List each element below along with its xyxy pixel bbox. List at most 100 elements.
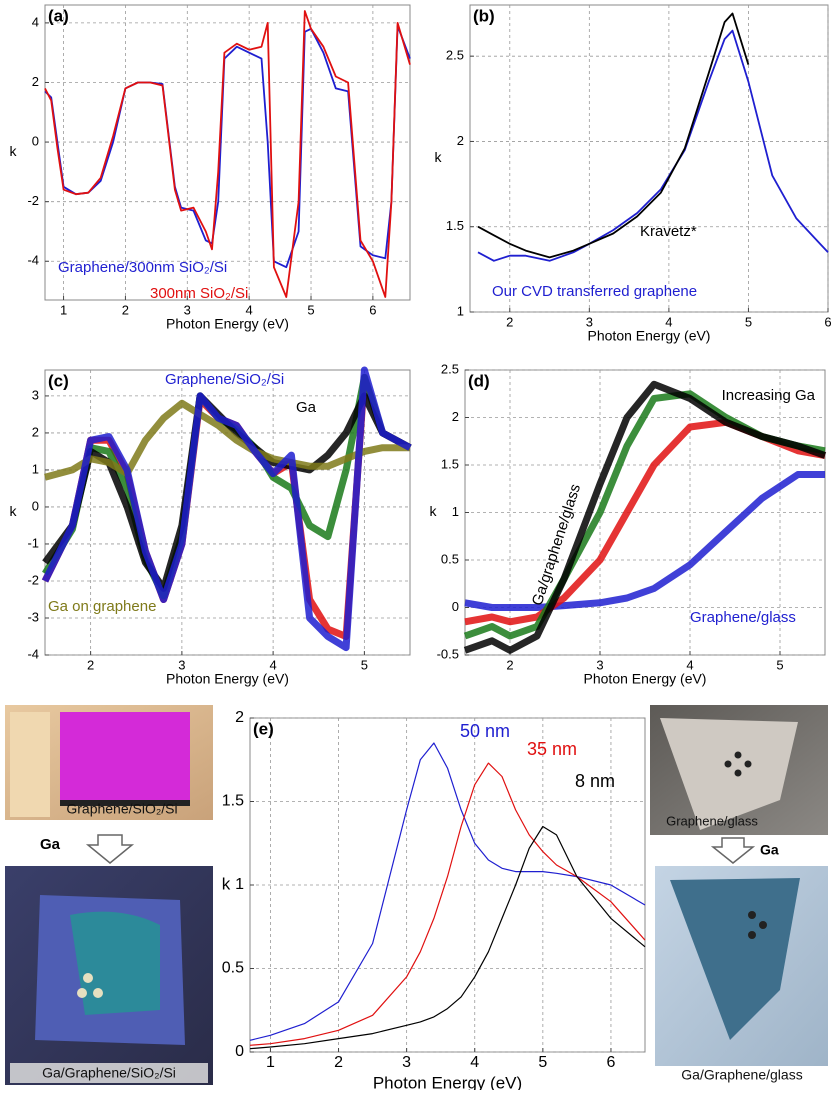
y-tick-label: 2 (457, 133, 464, 148)
y-axis-label: k (222, 874, 231, 893)
annotation: Ga (296, 399, 317, 416)
y-tick-label: -2 (27, 572, 39, 587)
x-tick-label: 3 (178, 657, 185, 672)
photo-top-left: Graphene/SiO₂/Si (5, 705, 213, 820)
y-tick-label: 1 (457, 303, 464, 318)
panel-label: (b) (473, 6, 495, 25)
panel-label: (a) (48, 6, 69, 25)
x-axis-label: Photon Energy (eV) (588, 328, 711, 344)
x-tick-label: 5 (538, 1054, 547, 1071)
annotation: Increasing Ga (722, 387, 816, 404)
x-tick-label: 3 (596, 657, 603, 672)
y-tick-label: 1 (235, 876, 244, 893)
photo-label: Graphene/SiO₂/Si (66, 801, 177, 817)
photo-arrow-right: Ga (710, 837, 779, 864)
x-tick-label: 6 (824, 314, 831, 329)
x-tick-label: 2 (122, 302, 129, 317)
photo-arrow-left: Ga (40, 834, 135, 864)
x-axis-label: Photon Energy (eV) (166, 316, 289, 332)
x-axis-label: Photon Energy (eV) (166, 671, 289, 687)
y-tick-label: 1.5 (446, 218, 464, 233)
x-tick-label: 1 (60, 302, 67, 317)
series-label: 8 nm (575, 771, 615, 791)
data-line (477, 29, 829, 262)
photo-bottom-left: Ga/Graphene/SiO₂/Si (5, 866, 213, 1085)
x-tick-label: 4 (470, 1054, 479, 1071)
x-tick-label: 3 (586, 314, 593, 329)
x-tick-label: 3 (402, 1054, 411, 1071)
data-line (249, 825, 646, 1050)
y-tick-label: 2 (32, 74, 39, 89)
x-tick-label: 6 (606, 1054, 615, 1071)
data-line (44, 399, 410, 481)
x-tick-label: 5 (745, 314, 752, 329)
y-tick-label: -2 (27, 193, 39, 208)
annotation: Ga on graphene (48, 598, 156, 615)
y-tick-label: 0.5 (222, 960, 244, 977)
y-tick-label: 1.5 (222, 793, 244, 810)
data-line (41, 366, 412, 652)
series-label: 35 nm (527, 739, 577, 759)
data-line (44, 10, 411, 298)
y-tick-label: 4 (32, 14, 39, 29)
arrow-label: Ga (760, 842, 779, 858)
series-label: 50 nm (460, 721, 510, 741)
photo-label: Graphene/glass (666, 813, 758, 828)
data-line (249, 762, 646, 1046)
arrow-label: Ga (40, 836, 61, 853)
x-tick-label: 6 (369, 302, 376, 317)
annotation: Graphene/glass (690, 609, 796, 626)
y-axis-label: k (10, 503, 18, 519)
y-tick-label: 0 (452, 599, 459, 614)
y-tick-label: 0 (32, 134, 39, 149)
y-tick-label: 1 (32, 461, 39, 476)
x-tick-label: 4 (665, 314, 672, 329)
y-tick-label: 2 (452, 409, 459, 424)
y-tick-label: -4 (27, 253, 39, 268)
y-tick-label: -4 (27, 646, 39, 661)
x-tick-label: 5 (307, 302, 314, 317)
panel-label: (d) (468, 371, 490, 390)
x-tick-label: 5 (361, 657, 368, 672)
y-tick-label: 2.5 (441, 361, 459, 376)
panel-label: (e) (253, 719, 274, 738)
y-tick-label: 3 (32, 387, 39, 402)
photo-label: Ga/Graphene/glass (681, 1067, 802, 1083)
y-axis-label: k (430, 503, 438, 519)
annotation: Graphene/SiO₂/Si (165, 371, 284, 388)
y-tick-label: -0.5 (437, 646, 459, 661)
x-tick-label: 2 (87, 657, 94, 672)
data-line (249, 742, 646, 1041)
y-tick-label: -1 (27, 535, 39, 550)
data-line (477, 12, 750, 259)
series-label: Graphene/300nm SiO₂/Si (58, 259, 227, 276)
x-tick-label: 2 (334, 1054, 343, 1071)
x-tick-label: 2 (506, 657, 513, 672)
y-tick-label: 2 (235, 709, 244, 726)
x-axis-label: Photon Energy (eV) (584, 671, 707, 687)
x-tick-label: 2 (506, 314, 513, 329)
y-tick-label: 1 (452, 504, 459, 519)
series-label: Kravetz* (640, 223, 697, 240)
x-tick-label: 4 (686, 657, 693, 672)
plot-area (469, 4, 829, 313)
series-label: 300nm SiO₂/Si (150, 285, 248, 302)
series-label: Our CVD transferred graphene (492, 283, 697, 300)
data-line (464, 471, 825, 611)
x-tick-label: 4 (246, 302, 253, 317)
plot-area (44, 4, 411, 301)
plot-area (249, 717, 646, 1053)
y-tick-label: 2.5 (446, 48, 464, 63)
x-tick-label: 3 (184, 302, 191, 317)
y-axis-label: k (435, 149, 443, 165)
x-tick-label: 5 (776, 657, 783, 672)
y-tick-label: 1.5 (441, 456, 459, 471)
y-tick-label: 0.5 (441, 551, 459, 566)
x-tick-label: 1 (266, 1054, 275, 1071)
photo-bottom-right: Ga/Graphene/glass (655, 866, 828, 1083)
panel-label: (c) (48, 371, 69, 390)
y-tick-label: 2 (32, 424, 39, 439)
x-axis-label: Photon Energy (eV) (373, 1073, 522, 1090)
y-axis-label: k (10, 143, 18, 159)
